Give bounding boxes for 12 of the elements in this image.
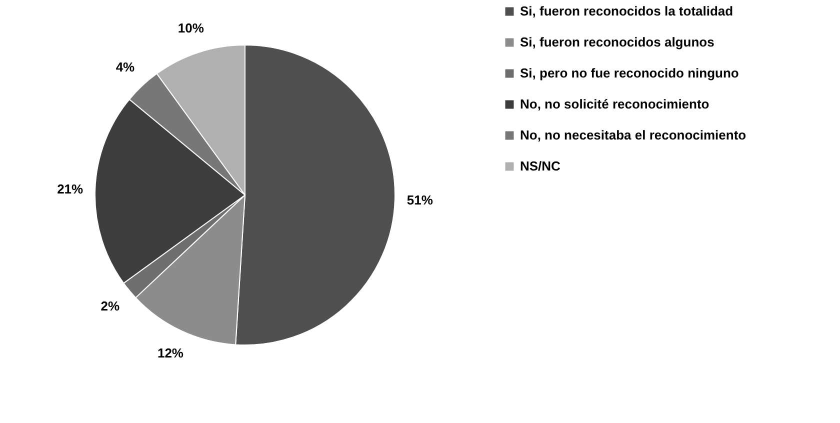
data-label: 12% (157, 345, 184, 360)
data-label: 21% (57, 182, 84, 197)
data-label: 10% (178, 20, 204, 36)
legend-label: Si, pero no fue reconocido ninguno (520, 66, 739, 80)
data-label: 51% (406, 192, 434, 208)
data-label: 4% (116, 59, 136, 74)
legend-label: Si, fueron reconocidos la totalidad (520, 4, 734, 18)
legend-label: No, no solicité reconocimiento (520, 96, 710, 112)
legend-label: No, no necesitaba el reconocimiento (520, 128, 746, 142)
legend-label: Si, fueron reconocidos algunos (520, 34, 714, 50)
data-label: 2% (100, 298, 120, 314)
legend-label: NS/NC (520, 158, 562, 174)
